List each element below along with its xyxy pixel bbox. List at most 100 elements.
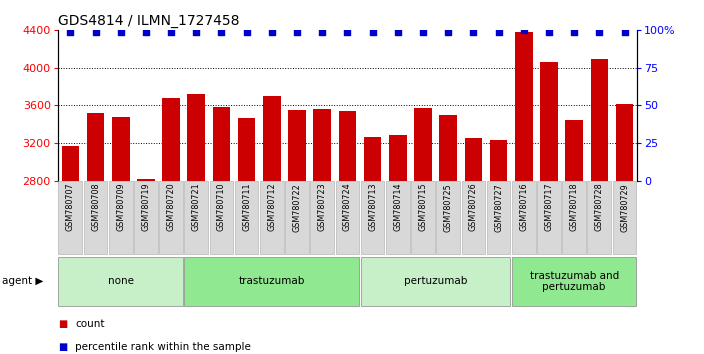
Point (543, 29, 555, 34)
Text: GSM780714: GSM780714 (394, 183, 402, 231)
Point (593, 29, 605, 34)
Point (619, 29, 630, 34)
Text: GSM780718: GSM780718 (570, 183, 579, 231)
FancyBboxPatch shape (84, 181, 107, 254)
Bar (112, 116, 130, 181)
FancyBboxPatch shape (360, 257, 510, 306)
Text: GSM780712: GSM780712 (268, 183, 277, 232)
Bar (238, 119, 256, 181)
Bar (288, 110, 306, 181)
Bar (465, 138, 482, 181)
Point (115, 29, 126, 34)
Point (417, 29, 429, 34)
FancyBboxPatch shape (285, 181, 309, 254)
FancyBboxPatch shape (235, 181, 258, 254)
Point (443, 29, 454, 34)
Text: GSM780720: GSM780720 (167, 183, 175, 232)
Bar (540, 62, 558, 181)
Bar (213, 107, 230, 181)
Bar (515, 32, 533, 181)
FancyBboxPatch shape (336, 181, 359, 254)
Bar (87, 113, 104, 181)
Point (493, 29, 504, 34)
Text: count: count (75, 319, 105, 329)
Text: GSM780725: GSM780725 (444, 183, 453, 232)
Point (467, 29, 479, 34)
Text: trastuzumab and
pertuzumab: trastuzumab and pertuzumab (529, 270, 619, 292)
Text: GSM780707: GSM780707 (65, 183, 75, 232)
Bar (389, 135, 407, 181)
Bar (591, 59, 608, 181)
Text: GSM780716: GSM780716 (520, 183, 528, 231)
Text: GSM780728: GSM780728 (595, 183, 604, 232)
Bar (439, 115, 457, 181)
FancyBboxPatch shape (58, 257, 183, 306)
Bar (364, 137, 382, 181)
FancyBboxPatch shape (134, 181, 158, 254)
Point (342, 29, 353, 34)
Text: GSM780710: GSM780710 (217, 183, 226, 231)
Text: pertuzumab: pertuzumab (404, 276, 467, 286)
FancyBboxPatch shape (159, 181, 183, 254)
Bar (490, 140, 508, 181)
Text: GSM780729: GSM780729 (620, 183, 629, 232)
FancyBboxPatch shape (537, 181, 561, 254)
Bar (616, 104, 634, 181)
Text: GSM780721: GSM780721 (191, 183, 201, 232)
FancyBboxPatch shape (411, 181, 435, 254)
FancyBboxPatch shape (310, 181, 334, 254)
Bar (313, 109, 331, 181)
Text: GSM780715: GSM780715 (418, 183, 427, 232)
Text: ■: ■ (58, 342, 67, 352)
Point (140, 29, 151, 34)
Point (165, 29, 177, 34)
FancyBboxPatch shape (512, 257, 636, 306)
Text: GSM780708: GSM780708 (91, 183, 100, 231)
FancyBboxPatch shape (436, 181, 460, 254)
FancyBboxPatch shape (588, 181, 611, 254)
Point (65, 29, 76, 34)
Point (241, 29, 252, 34)
Text: GSM780711: GSM780711 (242, 183, 251, 231)
FancyBboxPatch shape (260, 181, 284, 254)
Text: GSM780724: GSM780724 (343, 183, 352, 232)
FancyBboxPatch shape (562, 181, 586, 254)
Point (291, 29, 303, 34)
Bar (137, 179, 155, 181)
Text: percentile rank within the sample: percentile rank within the sample (75, 342, 251, 352)
FancyBboxPatch shape (462, 181, 485, 254)
FancyBboxPatch shape (386, 181, 410, 254)
Text: GSM780709: GSM780709 (116, 183, 125, 232)
Text: GDS4814 / ILMN_1727458: GDS4814 / ILMN_1727458 (58, 14, 239, 28)
Bar (187, 94, 205, 181)
FancyBboxPatch shape (184, 257, 359, 306)
Point (569, 29, 580, 34)
FancyBboxPatch shape (512, 181, 536, 254)
Text: GSM780717: GSM780717 (544, 183, 553, 232)
Point (266, 29, 277, 34)
FancyBboxPatch shape (210, 181, 233, 254)
Bar (414, 108, 432, 181)
Text: GSM780722: GSM780722 (293, 183, 301, 232)
Bar (162, 98, 180, 181)
Point (518, 27, 529, 33)
FancyBboxPatch shape (612, 181, 636, 254)
FancyBboxPatch shape (360, 181, 384, 254)
Text: trastuzumab: trastuzumab (239, 276, 305, 286)
Bar (61, 146, 79, 181)
Bar (565, 120, 583, 181)
Point (191, 29, 202, 34)
Text: agent ▶: agent ▶ (2, 276, 44, 286)
Point (216, 29, 227, 34)
Point (392, 29, 403, 34)
Point (90, 29, 101, 34)
Text: GSM780723: GSM780723 (318, 183, 327, 232)
FancyBboxPatch shape (486, 181, 510, 254)
FancyBboxPatch shape (58, 181, 82, 254)
Point (367, 29, 378, 34)
Text: GSM780726: GSM780726 (469, 183, 478, 232)
FancyBboxPatch shape (109, 181, 132, 254)
Text: ■: ■ (58, 319, 67, 329)
Bar (263, 96, 281, 181)
Bar (339, 111, 356, 181)
